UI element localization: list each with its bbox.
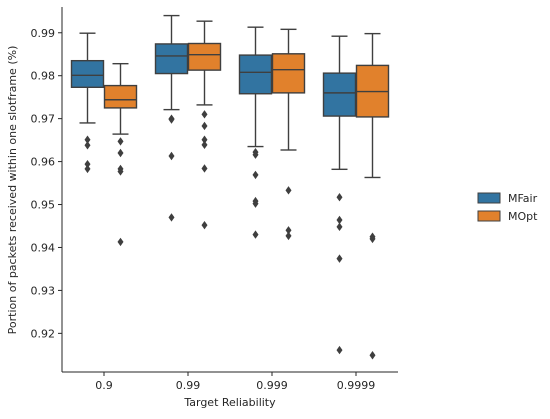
y-tick-label: 0.92 xyxy=(31,327,56,340)
box-body xyxy=(154,43,189,75)
outlier-point xyxy=(285,226,292,235)
outlier-point xyxy=(84,159,91,169)
y-tick-label: 0.96 xyxy=(31,156,56,169)
box-mopt-0.9999 xyxy=(355,32,390,360)
outlier-point xyxy=(252,230,259,239)
outlier-point xyxy=(201,110,208,119)
outlier-point xyxy=(285,231,292,241)
box-mfair-0.99 xyxy=(154,14,189,222)
outlier-point xyxy=(168,151,175,161)
outlier-point xyxy=(201,220,208,230)
x-tick-label: 0.99 xyxy=(176,379,201,392)
x-tick-label: 0.999 xyxy=(256,379,288,392)
outlier-point xyxy=(369,351,376,360)
outlier-point xyxy=(369,234,376,244)
legend-label-mfair: MFair xyxy=(508,192,538,205)
box-body xyxy=(187,42,222,71)
box-body xyxy=(271,53,306,94)
outlier-point xyxy=(84,135,91,144)
y-tick-label: 0.99 xyxy=(31,27,56,40)
y-tick-label: 0.94 xyxy=(31,241,56,254)
box-mopt-0.99 xyxy=(187,20,222,230)
outlier-point xyxy=(336,254,343,263)
outlier-point xyxy=(201,140,208,150)
box-mfair-0.9 xyxy=(70,32,105,174)
outlier-point xyxy=(336,193,343,202)
outlier-point xyxy=(117,167,124,176)
y-tick-label: 0.95 xyxy=(31,199,56,212)
outlier-point xyxy=(285,186,292,195)
outlier-point xyxy=(201,164,208,173)
box-body xyxy=(103,84,138,109)
box-mopt-0.999 xyxy=(271,28,306,241)
x-tick-label: 0.9 xyxy=(95,379,113,392)
boxes xyxy=(70,14,390,360)
outlier-point xyxy=(117,237,124,247)
outlier-point xyxy=(84,141,91,150)
y-axis-label: Portion of packets received within one s… xyxy=(6,46,19,335)
y-tick-label: 0.93 xyxy=(31,284,56,297)
box-mopt-0.9 xyxy=(103,62,138,247)
outlier-point xyxy=(168,115,175,124)
outlier-point xyxy=(336,222,343,232)
outlier-point xyxy=(201,121,208,131)
outlier-point xyxy=(117,137,124,146)
legend-label-mopt: MOpt xyxy=(508,210,538,223)
outlier-point xyxy=(252,199,259,208)
legend-swatch-mopt xyxy=(477,210,501,222)
outlier-point xyxy=(252,170,259,180)
outlier-point xyxy=(336,345,343,355)
outlier-point xyxy=(336,215,343,225)
x-axis-label: Target Reliability xyxy=(183,396,276,409)
box-body xyxy=(70,59,105,89)
x-tick-label: 0.9999 xyxy=(337,379,376,392)
box-body xyxy=(238,54,273,95)
outlier-point xyxy=(84,164,91,174)
outlier-point xyxy=(117,148,124,158)
legend-swatch-mfair xyxy=(477,192,501,204)
box-mfair-0.999 xyxy=(238,26,273,239)
y-tick-label: 0.98 xyxy=(31,70,56,83)
y-tick-label: 0.97 xyxy=(31,113,56,126)
box-mfair-0.9999 xyxy=(322,35,357,355)
outlier-point xyxy=(168,213,175,222)
outlier-point xyxy=(252,150,259,159)
legend: MFair MOpt xyxy=(477,192,538,223)
box-body xyxy=(322,72,357,117)
axes: 0.92 0.93 0.94 0.95 0.96 0.97 0.98 0.99 0.9 0.99 0… xyxy=(31,7,398,392)
outlier-point xyxy=(201,135,208,144)
